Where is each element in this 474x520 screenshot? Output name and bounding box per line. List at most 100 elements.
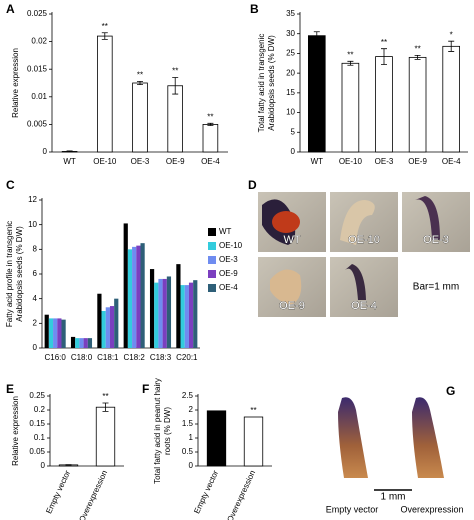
bar [83, 338, 88, 348]
y-tick-label: 0.1 [34, 433, 46, 442]
x-tick-label: OE-9 [166, 157, 185, 166]
x-tick-label: WT [311, 157, 324, 166]
y-tick-label: 0.15 [29, 419, 45, 428]
y-tick-label: 0.5 [182, 447, 194, 456]
y-tick-label: 4 [33, 294, 38, 303]
y-tick-label: 1.5 [182, 419, 194, 428]
y-tick-label: 2 [189, 405, 194, 414]
significance: ** [381, 38, 387, 47]
error-bar [137, 80, 143, 86]
bar [206, 410, 227, 467]
bar [105, 307, 110, 348]
error-bar [207, 122, 214, 126]
y-axis-label: Arabidopsis seeds (% DW) [267, 35, 276, 131]
y-tick-label: 0.02 [31, 37, 47, 46]
bar [48, 318, 54, 348]
legend-label: WT [219, 227, 232, 236]
y-tick-label: 8 [33, 244, 38, 253]
y-tick-label: 2 [33, 318, 38, 327]
panel-g: G 1 mm Empty vector Overexpression [326, 384, 464, 514]
legend-label: OE-10 [219, 241, 243, 250]
x-tick-label: C18:2 [123, 353, 145, 362]
panel-d: D WT OE-10 OE-3 OE-9 OE-4 Bar=1 mm [248, 178, 470, 317]
x-tick-label: OE-10 [339, 157, 363, 166]
image-label: Overexpression [400, 504, 463, 514]
x-tick-label: C18:3 [150, 353, 172, 362]
seedling [345, 264, 366, 300]
panel-letter: E [6, 382, 14, 396]
bar [132, 246, 137, 348]
bar [375, 56, 393, 153]
panel-letter: G [446, 384, 455, 398]
error-bar [381, 48, 387, 65]
bar [101, 311, 106, 348]
x-tick-label: WT [63, 157, 76, 166]
y-tick-label: 0.2 [34, 405, 46, 414]
x-tick-label: OE-9 [408, 157, 427, 166]
bar [176, 264, 181, 348]
y-tick-label: 0.25 [29, 391, 45, 400]
bar [243, 416, 264, 467]
bar [123, 223, 128, 348]
x-tick-label: OE-10 [93, 157, 117, 166]
bar [193, 280, 198, 348]
bar [188, 282, 194, 348]
significance: ** [250, 406, 256, 415]
significance: ** [207, 112, 213, 121]
panel-letter: B [250, 2, 259, 16]
error-bar [102, 402, 109, 412]
y-axis-label: Relative expression [11, 48, 20, 118]
error-bar [66, 150, 73, 153]
bar [109, 306, 115, 348]
y-axis-label: Total fatty acid in transgenic [257, 34, 266, 133]
y-tick-label: 15 [286, 88, 295, 97]
significance: ** [347, 50, 353, 59]
legend-label: OE-3 [219, 255, 238, 264]
y-tick-label: 0 [291, 147, 296, 156]
bar [442, 45, 460, 153]
y-tick-label: 10 [286, 108, 295, 117]
seedling [340, 200, 375, 245]
cotyledon [272, 211, 300, 233]
significance: ** [137, 70, 143, 79]
bar [95, 406, 116, 467]
x-tick-label: OE-3 [131, 157, 150, 166]
y-axis-label: roots (% DW) [163, 407, 172, 455]
y-tick-label: 20 [286, 68, 295, 77]
error-bar [172, 77, 179, 95]
y-axis-label: Relative expression [11, 396, 20, 466]
x-tick-label: C16:0 [44, 353, 66, 362]
y-axis-label: Arabidopsis seeds (% DW) [15, 226, 24, 322]
y-tick-label: 10 [28, 220, 37, 229]
significance: ** [172, 67, 178, 76]
significance: ** [102, 22, 108, 31]
x-tick-label: Empty vector [44, 469, 72, 515]
x-tick-label: OE-4 [442, 157, 461, 166]
panel-letter: D [248, 178, 257, 192]
scale-label: 1 mm [381, 492, 406, 503]
root-photo [338, 397, 368, 478]
bar [140, 243, 145, 348]
y-tick-label: 30 [286, 29, 295, 38]
error-bar [414, 55, 421, 60]
y-axis-label: Fatty acid profile in transgenic [5, 221, 14, 327]
significance: ** [102, 392, 108, 401]
bar [167, 85, 183, 153]
y-tick-label: 25 [286, 49, 295, 58]
y-tick-label: 0 [43, 147, 48, 156]
error-bar [101, 32, 108, 40]
image-label: WT [283, 234, 300, 246]
bar [87, 338, 93, 348]
error-bar [65, 464, 72, 466]
legend-swatch [208, 270, 216, 278]
legend-label: OE-9 [219, 269, 238, 278]
bar [158, 278, 163, 348]
y-tick-label: 0.025 [27, 9, 48, 18]
bar [149, 269, 155, 348]
bar [53, 318, 58, 348]
legend-swatch [208, 228, 216, 236]
bar [114, 298, 119, 348]
error-bar [313, 31, 320, 41]
x-tick-label: Overexpression [77, 469, 109, 520]
